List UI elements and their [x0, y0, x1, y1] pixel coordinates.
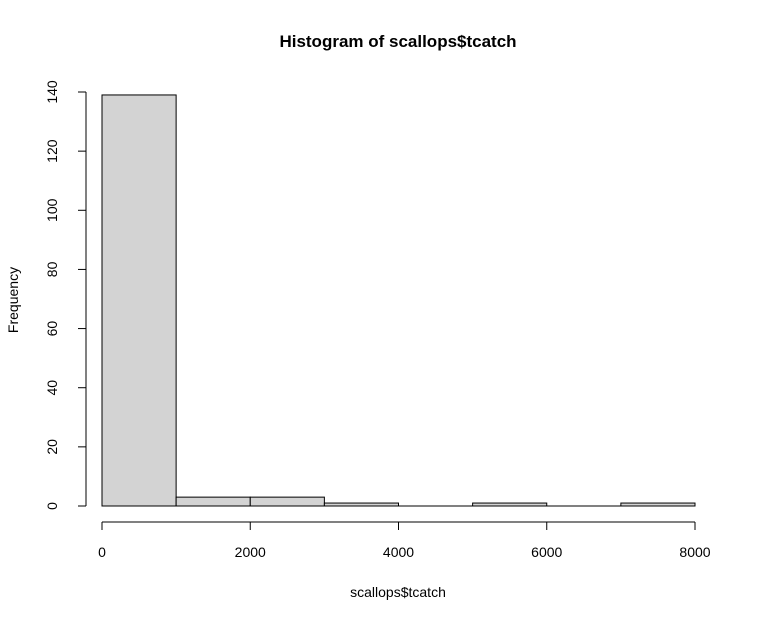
x-tick-label: 0: [98, 544, 106, 560]
y-tick-label: 40: [44, 380, 60, 396]
y-tick-label: 80: [44, 261, 60, 277]
y-axis-label: Frequency: [5, 267, 21, 333]
y-tick-label: 0: [44, 502, 60, 510]
x-axis-label: scallops$tcatch: [350, 584, 446, 600]
histogram-bar-5: [472, 502, 548, 507]
histogram-bar-0: [101, 94, 177, 507]
x-axis: 0 2000 4000 6000 8000: [98, 521, 711, 560]
x-tick-label: 4000: [383, 544, 414, 560]
y-tick-label: 120: [44, 139, 60, 163]
histogram-bar-1: [175, 496, 251, 507]
y-tick-label: 20: [44, 439, 60, 455]
histogram-bar-7: [620, 502, 696, 507]
histogram-bar-3: [323, 502, 399, 507]
bars-group: [101, 94, 696, 507]
y-tick-label: 100: [44, 198, 60, 222]
y-tick-label: 60: [44, 321, 60, 337]
x-tick-label: 2000: [235, 544, 266, 560]
chart-title: Histogram of scallops$tcatch: [279, 32, 516, 51]
x-tick-label: 6000: [531, 544, 562, 560]
y-tick-label: 140: [44, 80, 60, 104]
y-axis: 0 20 40 60 80 100 120 140: [44, 80, 87, 510]
histogram-bar-2: [249, 496, 325, 507]
x-tick-label: 8000: [679, 544, 710, 560]
